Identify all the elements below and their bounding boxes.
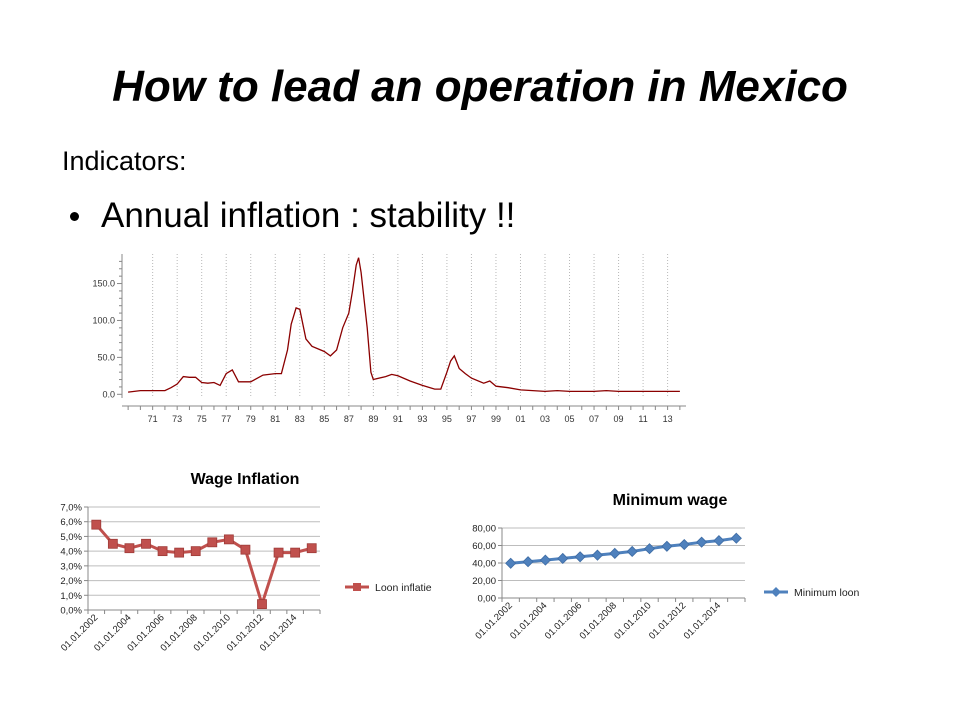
data-point: [626, 545, 638, 558]
data-point: [522, 556, 534, 568]
minimum-wage-chart: Minimum wage 0,00 20,00 40,00 60,00 80,00 01.0…: [472, 492, 860, 642]
data-point: [157, 546, 168, 557]
data-point: [591, 549, 604, 561]
y-tick-label: 0,0%: [60, 606, 82, 617]
data-point: [696, 536, 708, 548]
x-tick-label: 03: [540, 414, 550, 424]
x-tick-label: 79: [246, 414, 256, 424]
x-tick-label: 77: [221, 414, 231, 424]
data-point: [190, 546, 201, 557]
x-tick-label: 81: [270, 414, 280, 424]
x-tick-label: 73: [172, 414, 182, 424]
data-point: [539, 554, 551, 566]
y-tick-label: 40,00: [472, 559, 496, 570]
slide-title: How to lead an operation in Mexico: [112, 62, 848, 111]
x-tick-label: 11: [638, 414, 647, 424]
y-tick-label: 4,0%: [60, 547, 82, 558]
y-tick-label: 5,0%: [60, 532, 82, 543]
data-point: [174, 547, 185, 558]
x-tick-label: 71: [148, 414, 158, 424]
data-point: [290, 547, 301, 558]
data-point: [207, 537, 218, 548]
y-tick-label: 6,0%: [60, 517, 82, 528]
x-tick-label: 75: [197, 414, 207, 424]
x-tick-label: 87: [344, 414, 354, 424]
y-tick-label: 80,00: [472, 524, 496, 535]
x-tick-label: 93: [417, 414, 427, 424]
y-tick-label: 20,00: [472, 576, 496, 587]
x-tick-label: 01: [515, 414, 525, 424]
data-point: [678, 538, 690, 551]
x-tick-label: 89: [368, 414, 378, 424]
data-point: [273, 547, 284, 558]
x-tick-label: 01.01.2014: [682, 600, 723, 641]
data-point: [713, 535, 725, 547]
x-tick-label: 09: [614, 414, 624, 424]
data-point: [124, 543, 135, 554]
y-tick-label: 7,0%: [60, 503, 82, 514]
inflation-series-line: [128, 257, 680, 393]
y-tick-label: 60,00: [472, 541, 496, 552]
y-tick-label: 50.0: [97, 352, 115, 362]
data-point: [609, 547, 621, 559]
legend-label: Minimum loon: [794, 587, 860, 599]
x-tick-label: 13: [663, 414, 673, 424]
data-point: [574, 551, 586, 563]
data-point: [223, 534, 234, 545]
data-point: [643, 543, 656, 555]
bullet-text: Annual inflation : stability !!: [101, 196, 516, 235]
x-tick-label: 95: [442, 414, 452, 424]
x-tick-label: 97: [466, 414, 476, 424]
inflation-chart: 71 73 75 77 79 81 83 85 87 89 91 93 95 97 99 01 03 05 07 09…: [92, 254, 686, 424]
data-point: [240, 544, 251, 555]
data-point: [505, 557, 517, 569]
y-tick-label: 0.0: [102, 389, 115, 399]
data-point: [257, 599, 267, 610]
y-tick-label: 150.0: [92, 279, 115, 289]
data-point: [306, 543, 317, 554]
y-tick-label: 2,0%: [60, 576, 82, 587]
data-point: [107, 538, 118, 549]
x-tick-label: 07: [589, 414, 599, 424]
x-tick-label: 91: [393, 414, 403, 424]
data-point: [91, 519, 102, 530]
legend-marker: [353, 583, 361, 591]
x-tick-label: 05: [565, 414, 575, 424]
x-tick-label: 83: [295, 414, 305, 424]
x-tick-label: 99: [491, 414, 501, 424]
legend-marker: [771, 587, 781, 597]
bullet-item: Annual inflation : stability !!: [70, 196, 515, 236]
data-point: [557, 552, 569, 565]
data-point: [661, 540, 673, 552]
chart-title: Minimum wage: [613, 492, 728, 509]
y-tick-label: 100.0: [92, 315, 115, 325]
legend-label: Loon inflatie: [375, 582, 432, 594]
subtitle: Indicators:: [62, 146, 187, 176]
data-point: [141, 538, 151, 549]
y-tick-label: 0,00: [478, 594, 497, 605]
y-tick-label: 1,0%: [60, 591, 82, 602]
bullet-dot-icon: [70, 211, 79, 221]
data-point: [730, 532, 742, 544]
x-tick-label: 85: [319, 414, 329, 424]
chart-title: Wage Inflation: [191, 471, 300, 488]
wage-inflation-chart: Wage Inflation 0,0% 1,0% 2,0% 3,0% 4,0% 5,0% 6,…: [59, 471, 432, 654]
y-tick-label: 3,0%: [60, 561, 82, 572]
